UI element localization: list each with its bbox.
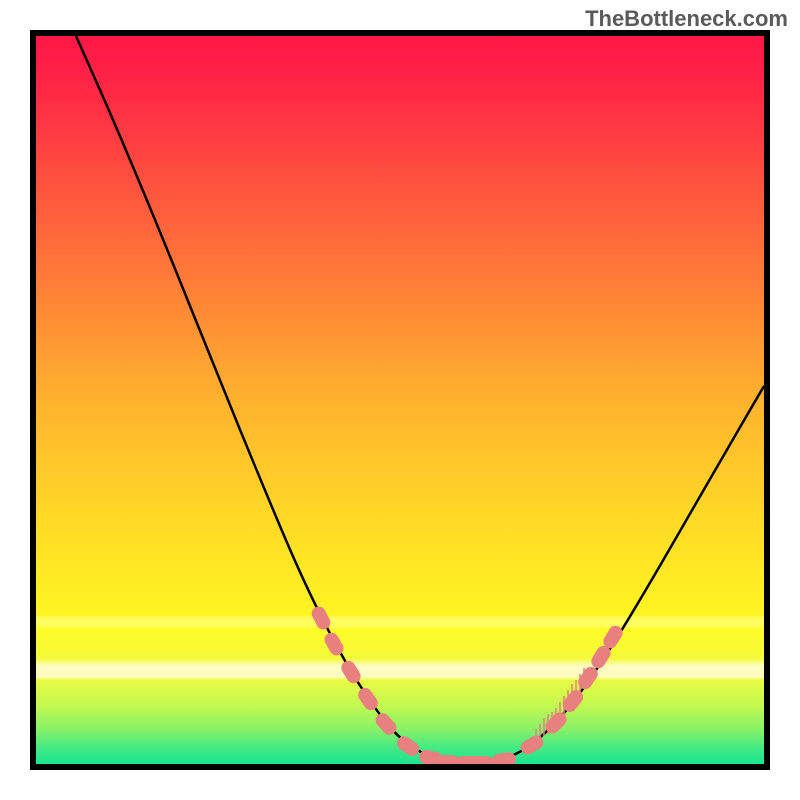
- curve-marker: [339, 658, 364, 686]
- watermark-text: TheBottleneck.com: [585, 6, 788, 32]
- curve-marker: [309, 604, 333, 632]
- curve-marker: [491, 751, 517, 764]
- chart-container: TheBottleneck.com: [0, 0, 800, 800]
- bottleneck-curve: [76, 36, 764, 763]
- curve-marker: [322, 630, 346, 658]
- plot-area: [30, 30, 770, 770]
- curve-marker: [470, 756, 494, 764]
- curve-layer: [36, 36, 764, 764]
